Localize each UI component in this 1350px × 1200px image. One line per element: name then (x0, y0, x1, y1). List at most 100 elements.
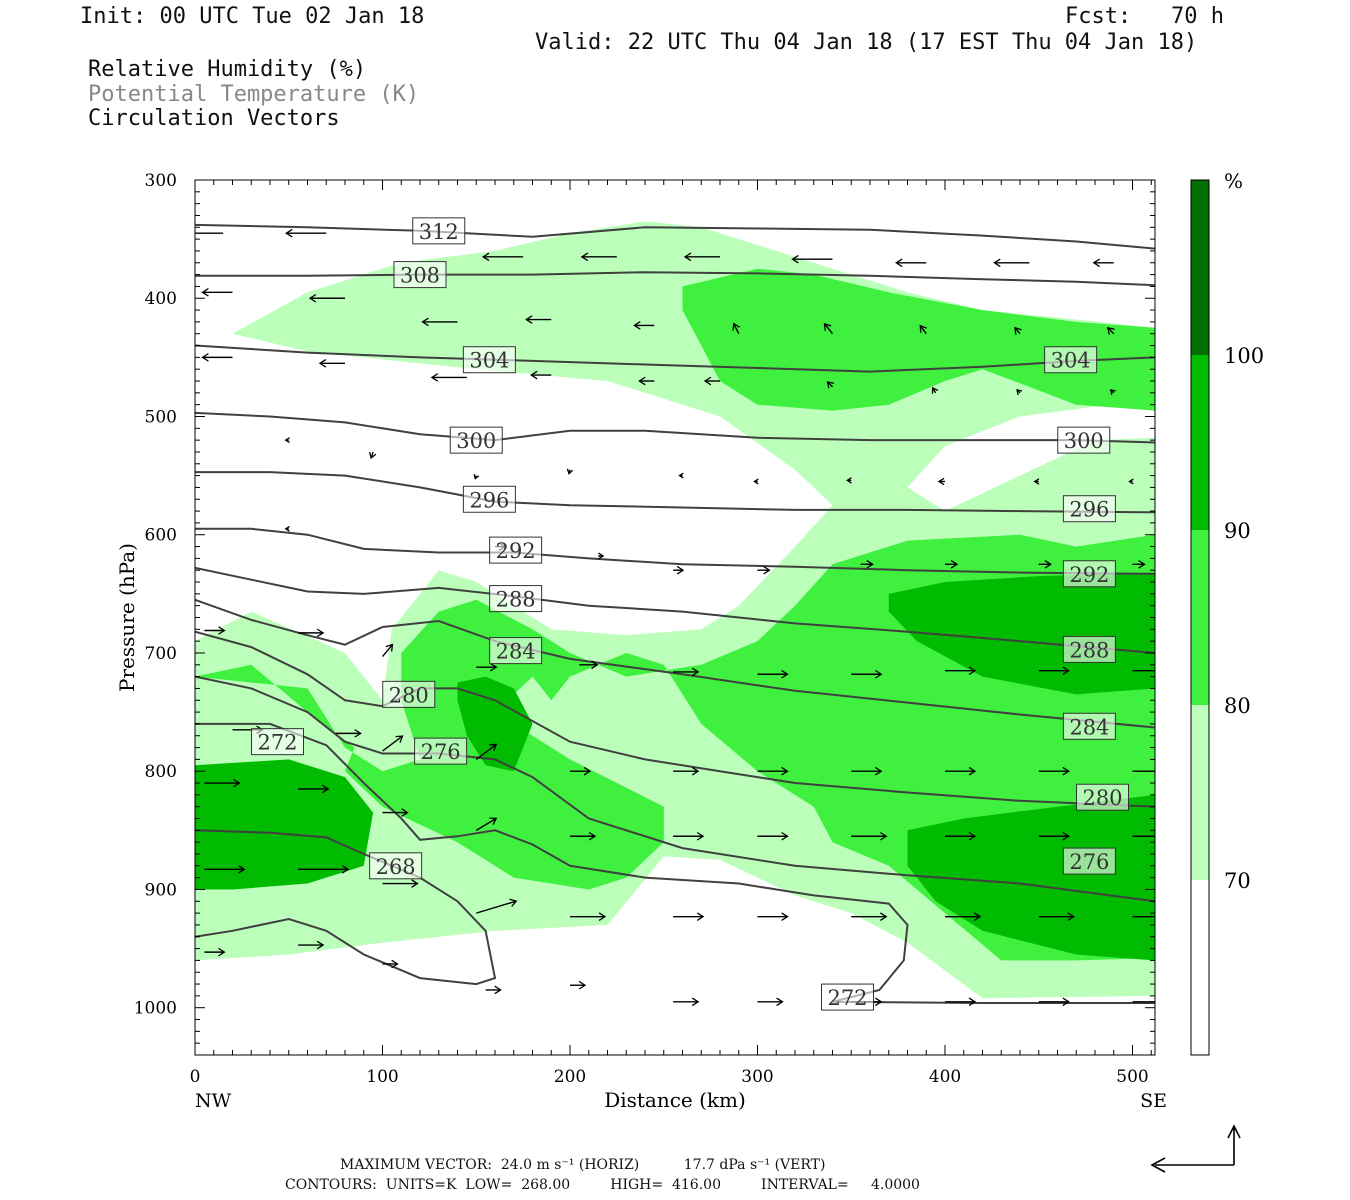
rh-region-90 (195, 759, 374, 890)
vector-head (1062, 831, 1070, 841)
theta-contour-296 (195, 471, 1155, 514)
colorbar-frame (1190, 179, 1210, 1056)
vector-head (846, 477, 852, 484)
contour-label: 272 (257, 731, 297, 755)
colorbar-segment (1191, 530, 1209, 705)
vector-shaft (381, 644, 394, 657)
contour-label: 308 (400, 264, 440, 288)
rh-region-80 (682, 268, 1155, 411)
vector-head (391, 959, 399, 969)
contour-label-group: 276 (414, 737, 468, 765)
theta-contour-276 (195, 675, 1155, 903)
vector-head (1062, 997, 1070, 1007)
valid-time: Valid: 22 UTC Thu 04 Jan 18 (17 EST Thu … (535, 30, 1198, 55)
field-rh: Relative Humidity (%) (88, 57, 367, 82)
contour-label-box (1062, 635, 1116, 663)
vector-head (530, 370, 538, 380)
max-vector-note: MAXIMUM VECTOR: 24.0 m s⁻¹ (HORIZ) 17.7 … (340, 1157, 826, 1173)
vector-head (638, 376, 646, 386)
contours-note: CONTOURS: UNITS=K LOW= 268.00 HIGH= 416.… (285, 1177, 920, 1193)
contour-label-group: 308 (393, 261, 447, 289)
rh-region-90 (457, 676, 533, 772)
vector-head (781, 912, 789, 921)
colorbar-segment (1191, 355, 1209, 530)
vector-head (691, 997, 700, 1007)
y-tick-label: 1000 (134, 999, 177, 1019)
vector-head (753, 478, 759, 485)
vector-head (218, 947, 226, 957)
vector-head (691, 766, 700, 776)
y-tick-label: 700 (145, 644, 177, 664)
contour-label-box (1044, 346, 1098, 374)
vector-head (683, 252, 692, 262)
contour-label: 280 (389, 683, 429, 707)
vector-shaft (382, 735, 403, 752)
vector-head (598, 912, 607, 921)
contour-label: 280 (1082, 786, 1122, 810)
theta-contour-288 (195, 566, 1155, 654)
colorbar-label: 80 (1224, 694, 1251, 718)
vector-head (321, 784, 330, 794)
contour-label-group: 284 (1062, 712, 1116, 740)
contour-label: 292 (496, 539, 536, 563)
vector-head (233, 778, 241, 788)
contour-label-box (369, 852, 423, 880)
x-tick-label: 300 (741, 1067, 773, 1087)
vector-head (950, 559, 959, 569)
contour-label: 296 (469, 488, 509, 512)
theta-contour-280 (195, 630, 1155, 808)
vector-head (489, 662, 498, 672)
reference-horiz-arrow (1150, 1157, 1234, 1173)
vector-head (968, 666, 977, 676)
vector-head (791, 254, 799, 264)
theta-contour-312 (195, 223, 1155, 250)
contour-label-group: 268 (369, 852, 423, 880)
vector-head (968, 997, 977, 1007)
vector-head (201, 288, 209, 297)
vector-head (316, 940, 325, 950)
contour-label-group: 288 (489, 585, 543, 613)
vector-head (1016, 388, 1023, 395)
vector-head (703, 376, 712, 386)
vector-head (973, 912, 982, 921)
contour-label-box (489, 637, 543, 665)
vector-head (489, 817, 498, 825)
vector-shaft (475, 743, 497, 760)
vector-head (1109, 388, 1116, 395)
vector-head (578, 980, 587, 990)
vector-head (481, 252, 490, 262)
init-time: Init: 00 UTC Tue 02 Jan 18 (80, 4, 425, 29)
vector-head (1157, 832, 1163, 840)
vector-head (1128, 478, 1134, 485)
vector-shaft (1014, 327, 1021, 335)
vector-head (1106, 326, 1115, 335)
contour-label: 284 (496, 640, 536, 664)
contour-label: 276 (421, 740, 461, 764)
vector-head (696, 912, 705, 921)
contour-label-box (1062, 495, 1116, 523)
contour-label-group: 296 (462, 485, 516, 513)
vector-head (421, 317, 429, 327)
vector-head (411, 879, 419, 888)
vector-head (1067, 912, 1075, 921)
theta-contour-272 (195, 722, 909, 1003)
vector-head (763, 565, 771, 575)
contour-label-group: 272 (251, 728, 304, 756)
vector-head (489, 743, 498, 752)
vector-head (879, 912, 888, 921)
contour-label-box (1062, 560, 1116, 588)
vector-head (284, 437, 290, 444)
vector-head (201, 353, 209, 362)
vector-shaft (476, 900, 517, 914)
vector-head (401, 808, 409, 817)
vector-shaft (475, 817, 497, 831)
contour-label-box (1062, 712, 1116, 740)
contour-label-box (462, 346, 516, 374)
vector-head (866, 559, 874, 569)
vector-head (1162, 913, 1168, 921)
contour-label-box (489, 536, 543, 564)
vector-head (591, 660, 599, 670)
circulation-vectors (195, 228, 1168, 1007)
contour-label: 284 (1069, 715, 1109, 739)
y-tick-label: 400 (145, 289, 177, 309)
